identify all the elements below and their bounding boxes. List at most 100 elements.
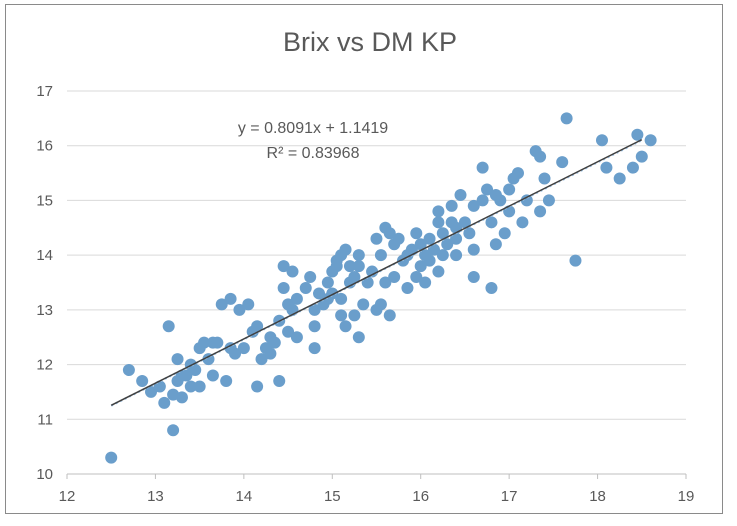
x-tick-label-15: 15 [324, 488, 341, 505]
data-point [308, 303, 321, 316]
data-point [481, 183, 494, 196]
data-point [290, 292, 303, 305]
data-point [542, 194, 555, 207]
data-point [233, 303, 246, 316]
data-point [489, 238, 502, 251]
data-point [441, 238, 454, 251]
data-point [534, 150, 547, 163]
data-point [193, 380, 206, 393]
data-point [600, 161, 613, 174]
data-point [277, 281, 290, 294]
x-tick-label-19: 19 [678, 488, 695, 505]
data-point [476, 161, 489, 174]
y-tick-label-11: 11 [37, 411, 53, 428]
data-point [379, 276, 392, 289]
data-point [511, 167, 524, 180]
data-point [494, 194, 507, 207]
data-point [175, 391, 188, 404]
data-point [467, 243, 480, 256]
x-tick-label-13: 13 [147, 488, 164, 505]
data-point [277, 260, 290, 273]
data-point [105, 451, 118, 464]
x-tick-label-14: 14 [236, 488, 253, 505]
data-point [145, 385, 158, 398]
data-point [516, 216, 529, 229]
data-point [136, 374, 149, 387]
data-point [644, 134, 657, 147]
data-point [348, 271, 361, 284]
data-point [631, 128, 644, 141]
data-point [361, 276, 374, 289]
data-point [423, 232, 436, 245]
data-point [308, 342, 321, 355]
data-point [264, 347, 277, 360]
data-point [467, 271, 480, 284]
data-point [445, 199, 458, 212]
trendline-equation: y = 0.8091x + 1.1419 [238, 120, 388, 137]
data-point [335, 292, 348, 305]
data-point [251, 320, 264, 333]
data-point [366, 265, 379, 278]
data-point [538, 172, 551, 185]
x-tick-label-12: 12 [59, 488, 76, 505]
data-point [383, 309, 396, 322]
scatter-chart: Brix vs DM KP 12 13 14 15 16 17 18 19 101112131… [36, 27, 695, 505]
data-point [229, 347, 242, 360]
data-point [388, 271, 401, 284]
data-point [383, 227, 396, 240]
y-tick-label-14: 14 [36, 247, 53, 264]
data-point [215, 298, 228, 311]
axes [66, 473, 687, 479]
data-point [343, 260, 356, 273]
data-point [401, 281, 414, 294]
data-point [503, 183, 516, 196]
y-tick-label-15: 15 [36, 192, 53, 209]
data-point [352, 331, 365, 344]
x-tick-label-16: 16 [412, 488, 429, 505]
data-point [414, 238, 427, 251]
data-point [419, 276, 432, 289]
data-point [463, 227, 476, 240]
data-point [122, 364, 135, 377]
data-point [255, 353, 268, 366]
data-point [299, 281, 312, 294]
data-point [595, 134, 608, 147]
data-point [206, 369, 219, 382]
data-point [476, 194, 489, 207]
data-point [339, 243, 352, 256]
data-point [556, 156, 569, 169]
data-point [467, 199, 480, 212]
y-tick-label-17: 17 [36, 83, 53, 100]
data-point [485, 281, 498, 294]
data-point [237, 342, 250, 355]
data-point [304, 271, 317, 284]
data-point [454, 188, 467, 201]
data-point [626, 161, 639, 174]
data-point [198, 336, 211, 349]
data-point [410, 271, 423, 284]
r-squared-label: R² = 0.83968 [267, 145, 360, 162]
data-point [171, 353, 184, 366]
data-point [273, 374, 286, 387]
trendlines [110, 139, 643, 407]
data-point [242, 298, 255, 311]
data-point [635, 150, 648, 163]
data-point [374, 298, 387, 311]
data-point [432, 265, 445, 278]
x-tick-label-18: 18 [589, 488, 606, 505]
y-tick-labels: 10 11 12 13 14 15 16 17 [36, 83, 53, 483]
data-point [184, 380, 197, 393]
data-point [392, 232, 405, 245]
data-point [286, 265, 299, 278]
chart-title: Brix vs DM KP [283, 27, 457, 57]
chart-frame: Brix vs DM KP 12 13 14 15 16 17 18 19 10 11 12 13 1… [5, 4, 723, 514]
data-point [339, 320, 352, 333]
data-point [410, 227, 423, 240]
data-point [348, 309, 361, 322]
data-point [414, 260, 427, 273]
data-point [423, 254, 436, 267]
data-point [158, 396, 171, 409]
data-point [357, 298, 370, 311]
data-point [534, 205, 547, 218]
data-point [613, 172, 626, 185]
